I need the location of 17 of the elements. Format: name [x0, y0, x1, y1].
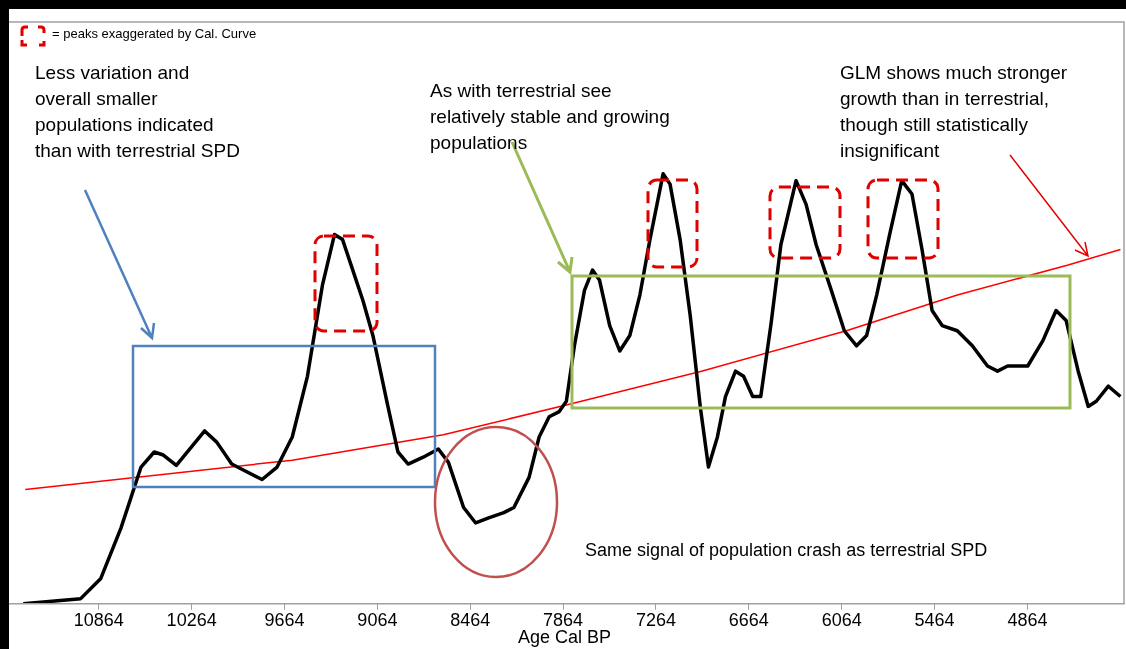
x-tick-label: 7264 — [635, 609, 676, 630]
text: = peaks exaggerated by Cal. Curve — [52, 25, 257, 43]
x-axis-title: Age Cal BP — [517, 627, 612, 648]
text: As with terrestrial see relatively stable and growing populations — [430, 79, 670, 155]
x-tick-label: 8464 — [450, 609, 491, 630]
annotation: Same signal of population crash as terrestrial SPD — [585, 539, 988, 562]
x-tick-label: 10264 — [166, 609, 217, 630]
x-tick-label: 6664 — [728, 609, 769, 630]
text: Less variation and overall smaller populations indicated than with terrestrial SPD — [35, 61, 240, 163]
text: GLM shows much stronger growth than in terrestrial, though still statistically insignificant — [840, 61, 1068, 163]
x-tick-label: 6064 — [821, 609, 862, 630]
x-tick-label: 9064 — [357, 609, 398, 630]
x-tick-label: 7864 — [543, 609, 584, 630]
x-tick-label: 9664 — [264, 609, 305, 630]
x-tick-label: 5464 — [914, 609, 955, 630]
x-tick-label: 10864 — [73, 609, 124, 630]
x-tick-label: 4864 — [1007, 609, 1048, 630]
